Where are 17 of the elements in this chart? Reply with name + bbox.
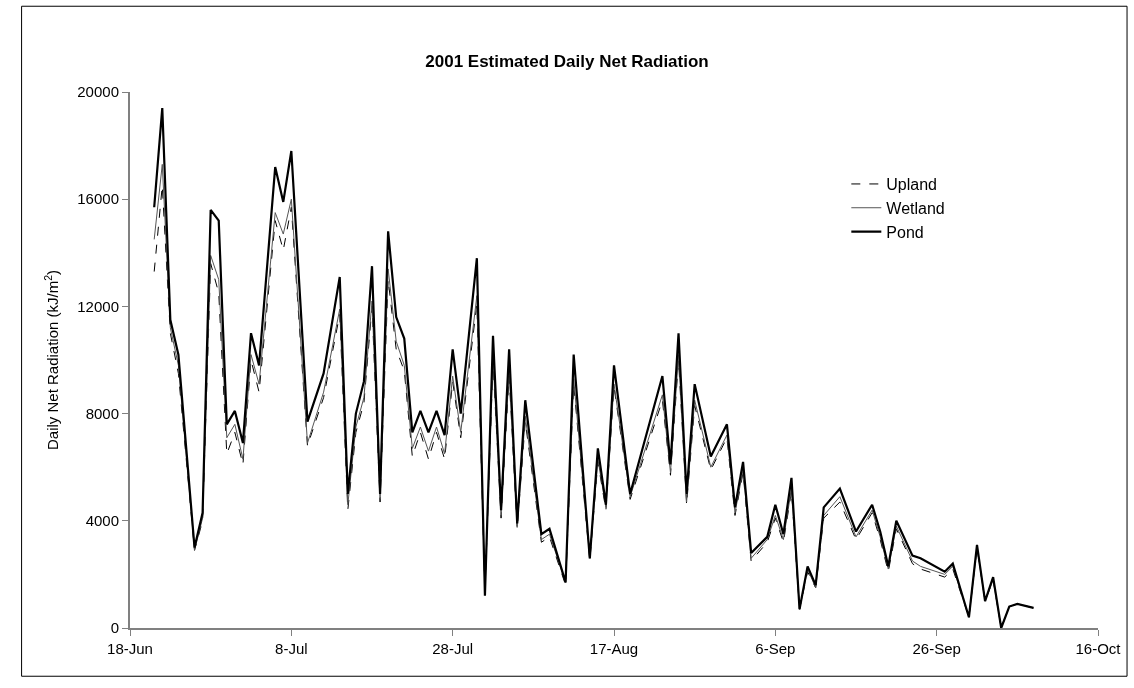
x-tick-label: 18-Jun [107,640,153,657]
legend-label: Upland [886,176,938,194]
x-tick-label: 17-Aug [589,640,639,657]
y-tick-label: 0 [110,619,119,637]
y-tick-label: 12000 [77,297,119,315]
x-tick-label: 28-Jul [432,640,474,657]
y-tick-label: 4000 [85,512,119,530]
y-tick-label: 8000 [85,404,119,422]
y-tick-label: 20000 [77,83,119,101]
y-tick-label: 16000 [77,190,119,208]
x-tick-label: 6-Sep [755,640,796,657]
x-tick-label: 16-Oct [1075,640,1122,657]
chart-title: 2001 Estimated Daily Net Radiation [425,51,709,71]
x-tick-label: 26-Sep [912,640,961,657]
legend-label: Pond [886,223,924,241]
x-tick-label: 8-Jul [275,640,308,657]
legend-label: Wetland [886,199,945,217]
